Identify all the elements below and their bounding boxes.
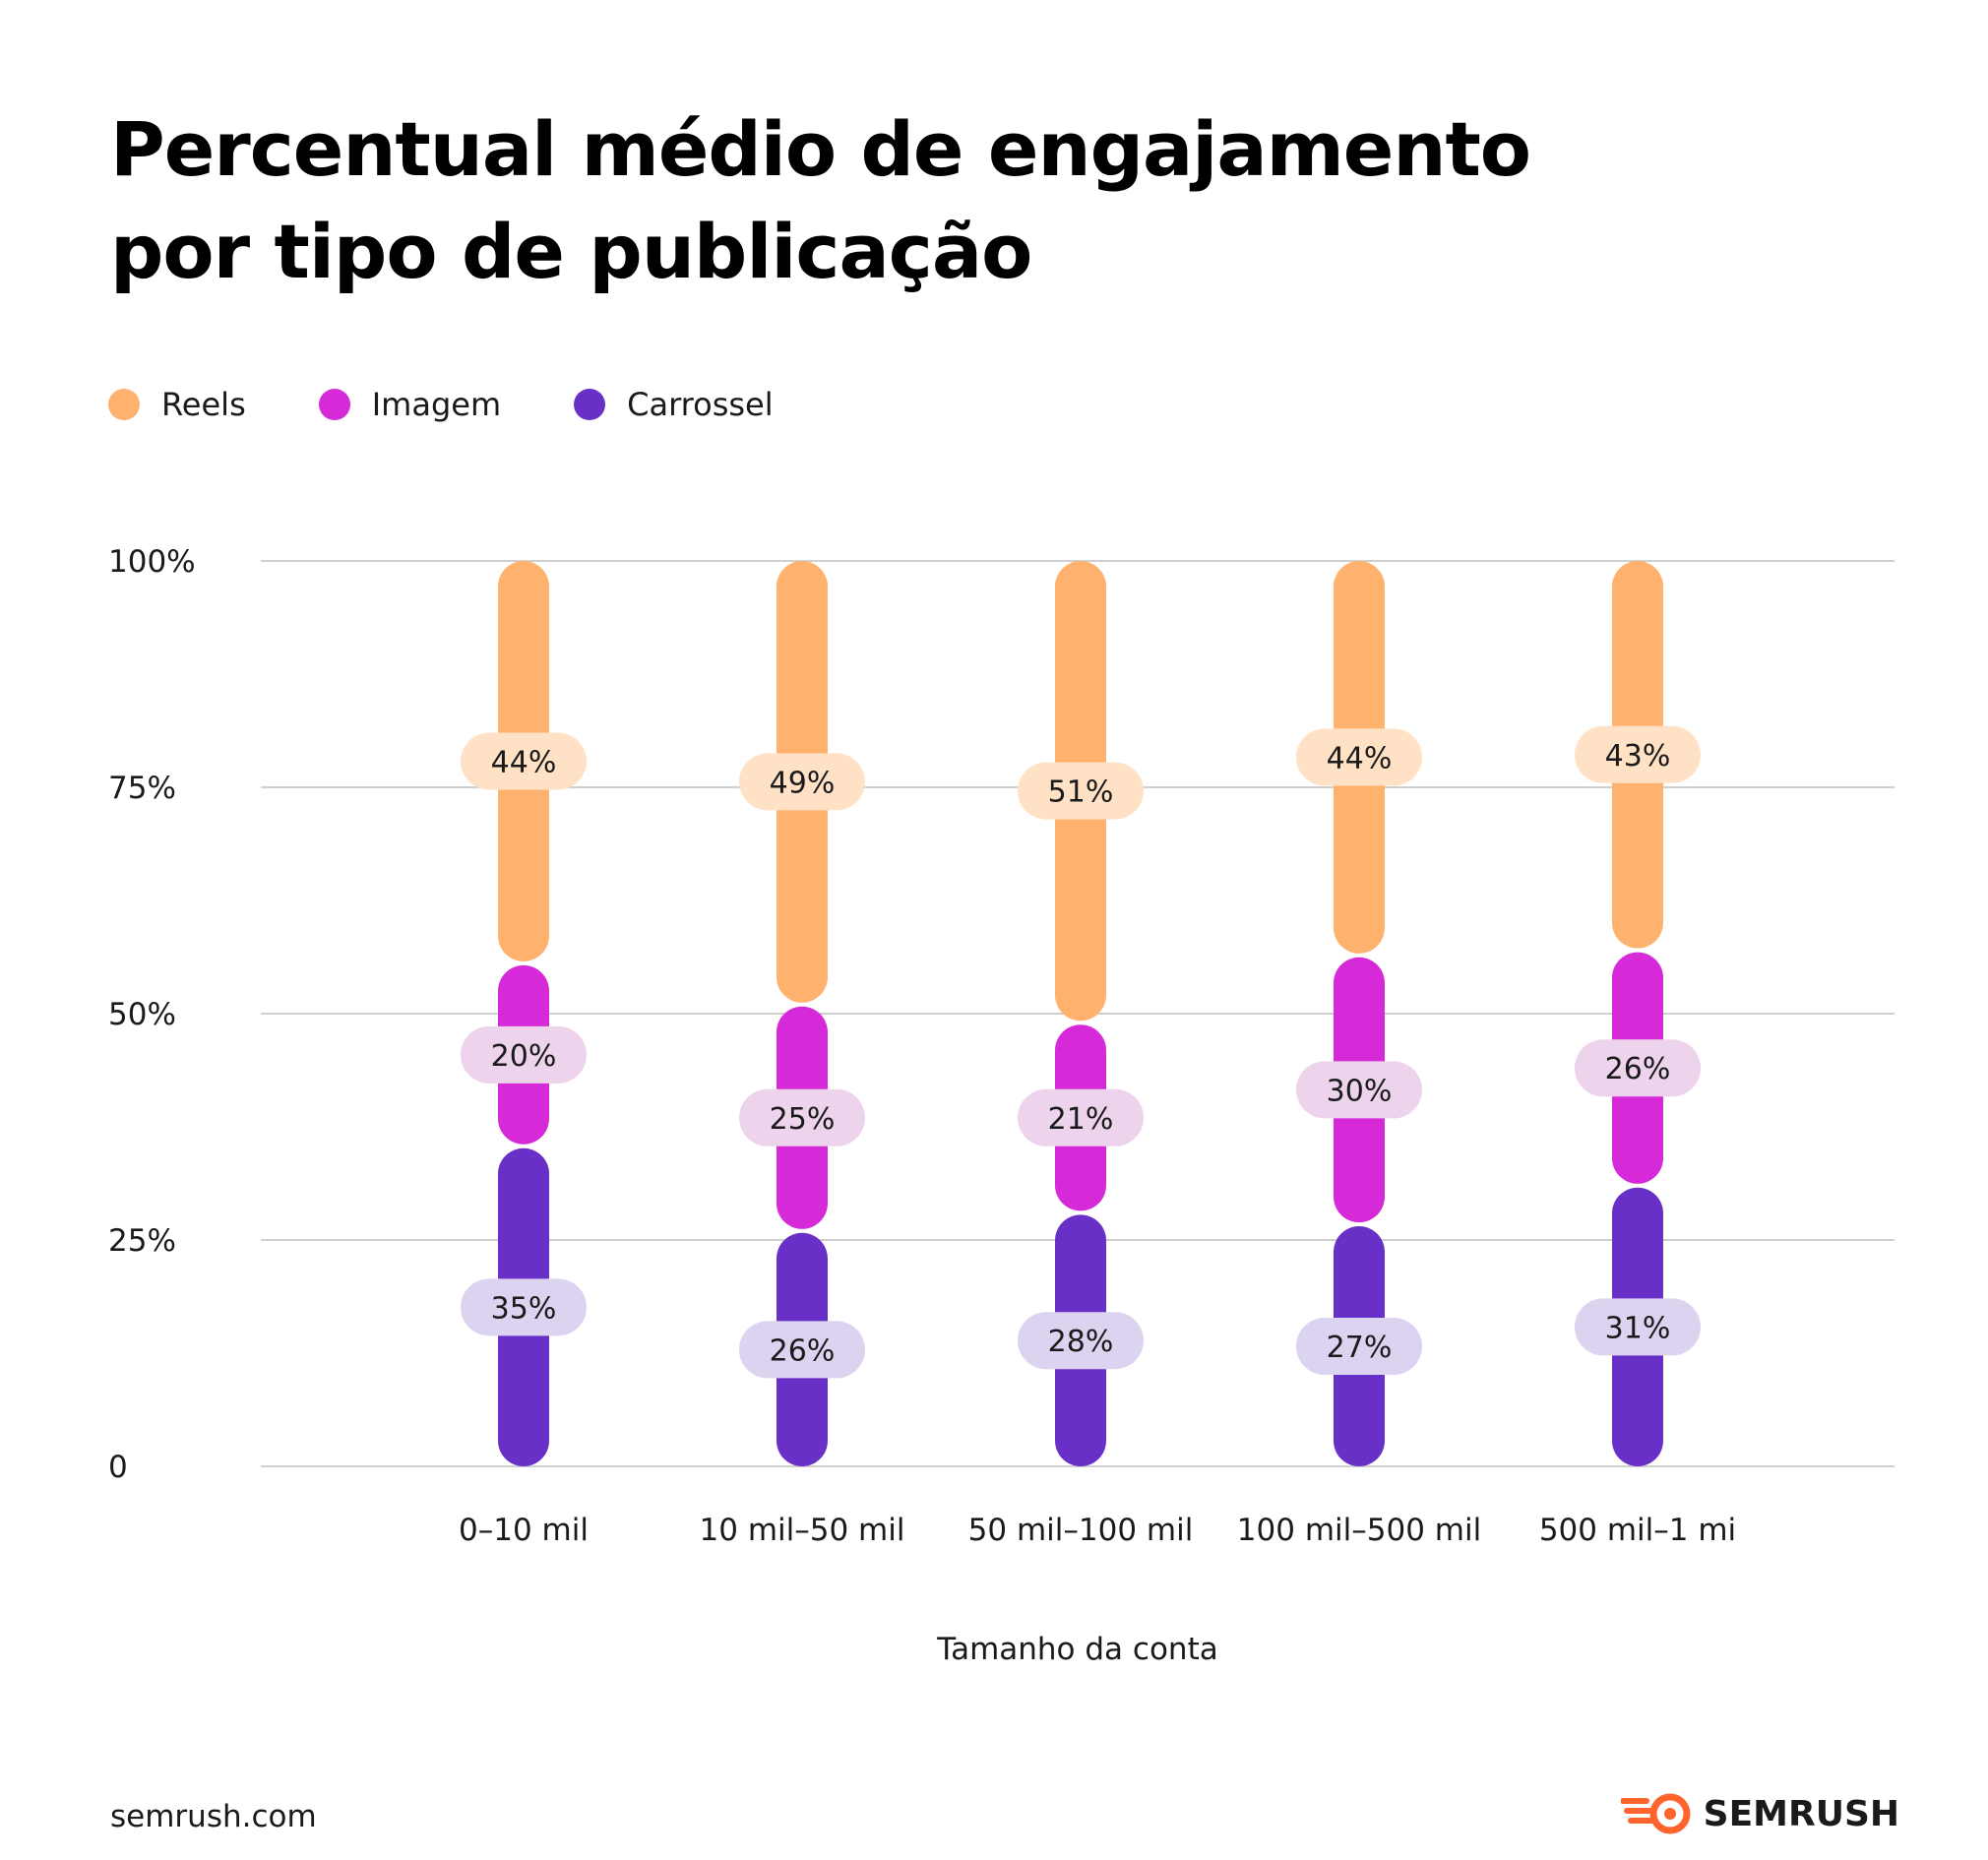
value-label: 44% <box>1327 741 1393 775</box>
legend-dot-imagem <box>318 389 350 420</box>
value-label-pill <box>461 1025 587 1084</box>
value-label-pill <box>461 732 587 790</box>
value-label-pill <box>739 1321 865 1379</box>
legend-item-reels: Reels <box>108 386 246 423</box>
legend-item-imagem: Imagem <box>318 386 502 423</box>
chart-title-line-1: Percentual médio de engajamento <box>110 105 1531 193</box>
y-tick-label: 25% <box>108 1223 176 1259</box>
x-axis-category-labels: 0–10 mil 10 mil–50 mil 50 mil–100 mil 100 m… <box>459 1513 1736 1548</box>
value-label-pill <box>1296 1061 1422 1119</box>
x-category-label: 0–10 mil <box>459 1513 589 1548</box>
value-label: 31% <box>1605 1311 1671 1345</box>
value-label: 26% <box>1605 1052 1671 1086</box>
value-label: 30% <box>1327 1074 1393 1108</box>
value-label-pill <box>1575 725 1701 783</box>
y-tick-label: 75% <box>108 771 176 806</box>
brand-name: SEMRUSH <box>1703 1793 1899 1834</box>
value-label-pill <box>1575 1298 1701 1356</box>
x-category-label: 10 mil–50 mil <box>700 1513 905 1548</box>
value-label: 49% <box>770 766 836 800</box>
x-category-label: 500 mil–1 mi <box>1539 1513 1736 1548</box>
value-label: 28% <box>1048 1325 1114 1359</box>
value-label-pill <box>1018 762 1144 820</box>
value-label: 26% <box>770 1333 836 1368</box>
legend-label-carrossel: Carrossel <box>627 386 774 423</box>
legend-label-reels: Reels <box>161 386 246 423</box>
value-label: 51% <box>1048 775 1114 810</box>
value-label: 35% <box>491 1291 557 1326</box>
x-category-label: 100 mil–500 mil <box>1237 1513 1481 1548</box>
legend-label-imagem: Imagem <box>371 386 502 423</box>
y-tick-label: 100% <box>108 544 196 580</box>
value-label: 25% <box>770 1102 836 1137</box>
value-label-pill <box>1296 728 1422 786</box>
chart-legend: Reels Imagem Carrossel <box>108 386 846 423</box>
value-label: 21% <box>1048 1102 1114 1137</box>
stacked-bar-chart: 0 25% 50% 75% 100% 35% 20% 44% 26% 25% 49% 28% 21% 5… <box>108 544 1895 1667</box>
x-axis-title: Tamanho da conta <box>936 1632 1217 1667</box>
value-label-pill <box>1018 1088 1144 1147</box>
value-label-pill <box>739 1088 865 1147</box>
value-label-pill <box>1296 1318 1422 1376</box>
y-axis-tick-labels: 0 25% 50% 75% 100% <box>108 544 196 1485</box>
y-tick-label: 50% <box>108 997 176 1032</box>
y-tick-label: 0 <box>108 1450 128 1485</box>
chart-title: Percentual médio de engajamento por tipo… <box>110 98 1531 303</box>
footer-url: semrush.com <box>110 1799 317 1834</box>
semrush-flame-icon <box>1620 1793 1691 1834</box>
value-labels: 35% 20% 44% 26% 25% 49% 28% 21% 51% 27% 30% 44% 31% 2… <box>461 725 1701 1379</box>
value-label: 43% <box>1605 739 1671 774</box>
value-label-pill <box>1018 1312 1144 1370</box>
value-label: 27% <box>1327 1331 1393 1365</box>
semrush-logo: SEMRUSH <box>1620 1793 1899 1834</box>
legend-dot-reels <box>108 389 140 420</box>
chart-title-line-2: por tipo de publicação <box>110 208 1032 295</box>
value-label: 20% <box>491 1039 557 1074</box>
legend-item-carrossel: Carrossel <box>574 386 774 423</box>
value-label-pill <box>461 1278 587 1336</box>
value-label-pill <box>1575 1039 1701 1097</box>
x-category-label: 50 mil–100 mil <box>968 1513 1194 1548</box>
value-label-pill <box>739 753 865 811</box>
value-label: 44% <box>491 745 557 779</box>
legend-dot-carrossel <box>574 389 606 420</box>
